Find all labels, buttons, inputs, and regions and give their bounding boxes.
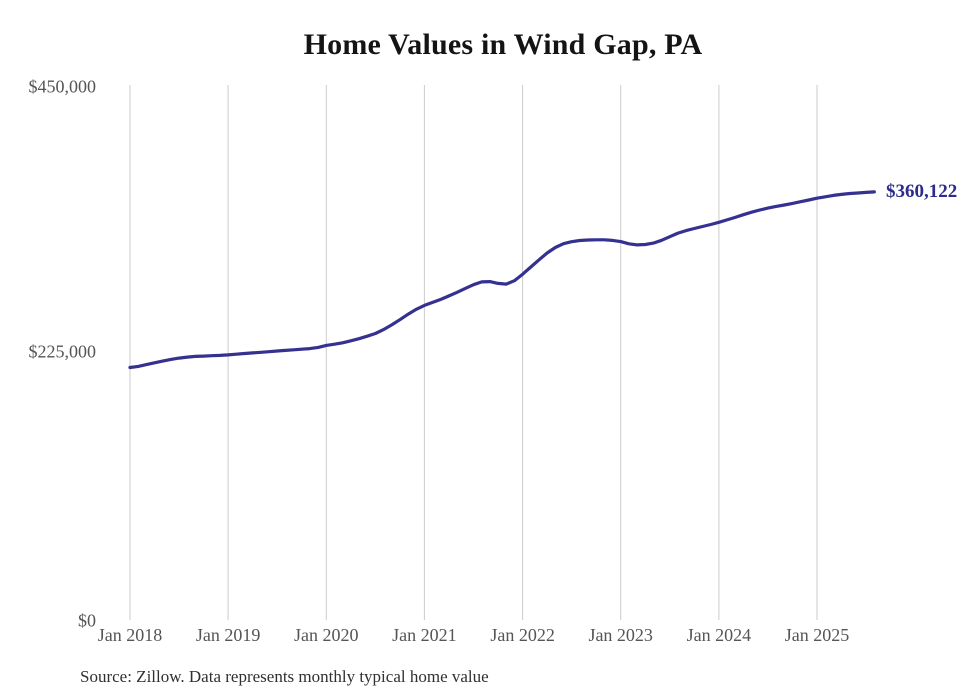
- chart-title: Home Values in Wind Gap, PA: [303, 28, 703, 61]
- x-axis-tick-label: Jan 2018: [97, 625, 163, 645]
- x-axis-tick-label: Jan 2022: [490, 625, 555, 645]
- y-axis-tick-label: $225,000: [28, 341, 97, 362]
- x-axis-tick-label: Jan 2023: [588, 625, 653, 645]
- x-axis-tick-label: Jan 2021: [392, 625, 457, 645]
- source-note: Source: Zillow. Data represents monthly …: [80, 667, 489, 686]
- x-axis-tick-label: Jan 2025: [784, 625, 850, 645]
- y-axis-tick-label: $450,000: [28, 76, 97, 97]
- y-axis-tick-label: $0: [78, 610, 96, 631]
- x-axis-tick-label: Jan 2019: [195, 625, 261, 645]
- series-line: [128, 190, 876, 370]
- gridlines: [129, 85, 818, 620]
- x-axis-tick-label: Jan 2024: [686, 625, 752, 645]
- x-axis-tick-label: Jan 2020: [294, 625, 359, 645]
- x-axis-tick-labels: Jan 2018 Jan 2019 Jan 2020 Jan 2021 Jan 2022…: [0, 625, 980, 649]
- end-value-label: $360,122: [886, 181, 958, 202]
